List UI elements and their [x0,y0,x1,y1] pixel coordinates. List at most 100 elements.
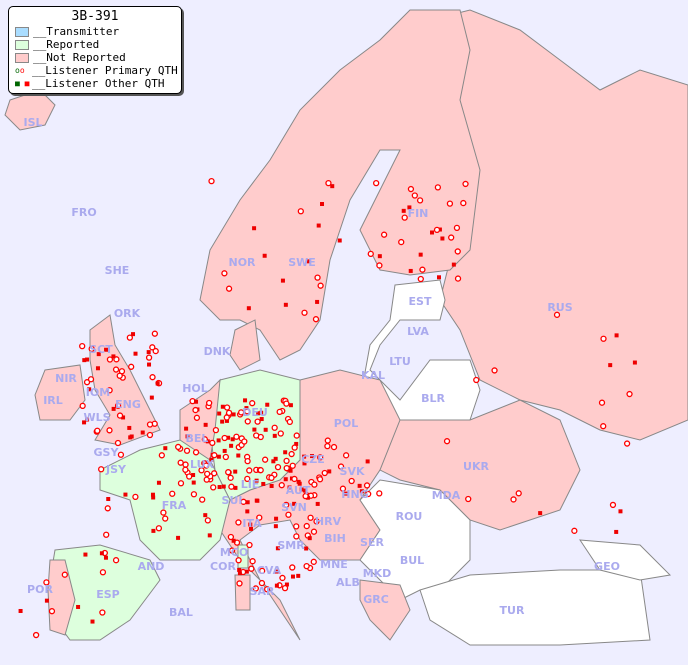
listener-primary-marker [380,231,388,238]
country-label-kal: KAL [361,369,385,382]
reported-swatch [15,39,29,50]
listener-other-marker [106,497,111,502]
country-label-ork: ORK [114,307,141,320]
listener-other-marker [299,487,304,492]
country-label-bel: BEL [186,432,209,445]
country-label-aut: AUT [286,484,311,497]
listener-other-marker [315,299,320,304]
listener-primary-marker [283,464,290,472]
listener-other-marker [283,477,288,482]
country-label-hol: HOL [182,382,208,395]
country-label-mkd: MKD [363,567,392,580]
listener-primary-marker [246,541,253,549]
country-label-isl: ISL [23,116,42,129]
country-label-mda: MDA [432,489,461,502]
listener-primary-marker [149,374,156,381]
listener-other-marker [302,454,307,459]
listener-primary-marker [225,285,233,292]
listener-primary-marker [465,495,472,503]
listener-other-marker [614,529,619,534]
country-label-irl: IRL [43,394,63,407]
listener-other-marker [231,412,236,417]
listener-primary-marker [398,238,405,246]
listener-primary-marker [209,439,216,447]
region-sardinia [234,574,251,611]
listener-primary-marker [302,492,309,500]
listener-primary-marker [324,442,331,450]
listener-primary-marker [192,449,200,456]
listener-other-marker [246,306,251,311]
transmitter-swatch [15,26,29,37]
listener-primary-marker [365,490,372,498]
listener-primary-marker [268,474,275,481]
listener-primary-marker [208,177,215,185]
listener-other-marker [237,571,242,576]
listener-other-marker [316,223,321,228]
listener-other-marker [244,569,249,574]
listener-primary-marker [190,491,198,498]
listener-primary-marker [252,585,259,592]
region-britain [89,314,161,446]
listener-other-marker [82,358,87,363]
country-label-fro: FRO [71,206,96,219]
listener-other-marker [407,205,412,210]
listener-primary-marker [221,434,228,442]
listener-primary-marker [301,309,308,316]
listener-primary-marker [221,270,228,277]
listener-other-marker [306,259,311,264]
listener-other-marker [176,535,181,540]
listener-other-marker [252,226,257,231]
country-label-deu: DEU [242,406,268,419]
listener-primary-marker [241,438,248,445]
listener-other-marker [151,528,156,533]
listener-other-marker [104,347,109,352]
listener-other-marker [76,604,81,609]
region-ukraine [379,399,581,531]
listener-primary-marker [376,490,383,497]
country-label-blr: BLR [421,392,445,405]
listener-primary-marker [233,433,240,440]
country-label-sar: SAR [250,585,275,598]
listener-other-marker [273,524,278,529]
listener-other-marker [203,513,208,518]
listener-primary-marker [286,418,294,426]
country-label-smr: SMR [277,539,305,552]
listener-primary-marker [285,511,292,518]
listener-other-marker [220,404,225,409]
listener-primary-marker [227,533,235,541]
listener-other-marker [18,608,23,613]
listener-primary-marker [337,463,345,470]
listener-primary-marker [211,470,218,477]
listener-primary-marker [206,399,213,407]
listener-primary-marker [317,282,324,289]
listener-other-marker [538,511,543,516]
country-label-pol: POL [334,417,358,430]
listener-other-marker [248,522,253,527]
listener-other-marker [249,526,253,531]
listener-primary-marker [249,558,256,565]
listener-primary-marker [87,376,95,383]
listener-other-marker [229,443,234,448]
listener-other-marker [440,236,445,241]
listener-primary-marker [278,482,285,489]
listener-other-marker [408,268,413,273]
listener-other-marker [82,420,87,425]
listener-primary-marker [61,571,68,578]
country-label-ser: SER [360,536,384,549]
legend-transmitter: __Transmitter [9,25,181,38]
listener-other-marker [275,546,280,551]
listener-primary-marker [244,457,251,465]
listener-primary-marker [376,262,383,269]
listener-other-marker [121,415,126,420]
region-ireland [34,364,86,421]
listener-primary-marker [228,547,236,554]
listener-other-marker [220,419,225,424]
listener-primary-marker [261,456,269,463]
country-label-iom: IOM [86,386,110,399]
listener-primary-marker [314,274,321,281]
listener-other-marker [184,426,189,431]
listener-primary-marker [126,334,134,341]
legend-other-qth: ■ ■ __Listener Other QTH [9,77,181,90]
listener-primary-marker [116,412,124,419]
listener-other-marker [140,430,145,435]
